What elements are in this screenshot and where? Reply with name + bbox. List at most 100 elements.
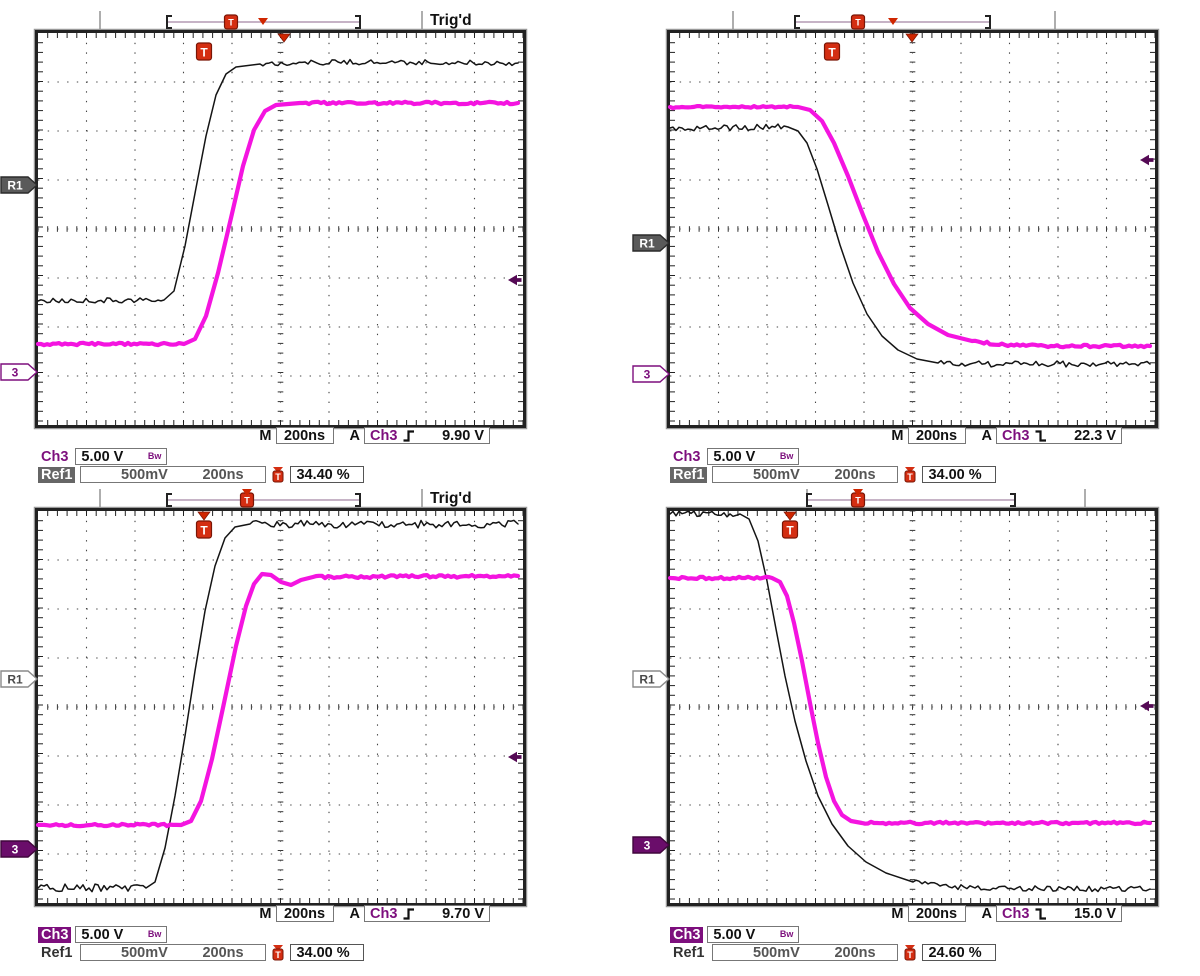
channel-scale-box: 5.00 V Bw: [75, 448, 168, 465]
svg-text:3: 3: [12, 842, 19, 856]
trigger-level: 9.90 V: [442, 427, 484, 444]
reference-timebase: 200ns: [202, 466, 244, 483]
svg-text:T: T: [228, 18, 234, 28]
svg-text:T: T: [276, 950, 282, 960]
trigger-source: Ch3: [1002, 905, 1030, 922]
timebase-value: 200ns: [275, 905, 334, 922]
channel-scale-row: Ch3 5.00 V Bw: [670, 448, 800, 465]
timebase-trigger-row: M 200ns A Ch3 9.90 V: [38, 427, 490, 444]
scope-display: Trig'd T T R1 3: [0, 489, 528, 908]
bandwidth-limit-icon: Bw: [147, 929, 162, 939]
svg-text:3: 3: [12, 365, 19, 379]
scope-graticule-and-traces: T T R1 3: [0, 489, 528, 908]
timebase-trigger-row: M 200ns A Ch3 22.3 V: [670, 427, 1122, 444]
timebase-trigger-row: M 200ns A Ch3 9.70 V: [38, 905, 490, 922]
svg-text:T: T: [908, 950, 914, 960]
trigger-slope-icon: [403, 908, 415, 920]
scope-display: T T R1 3: [632, 11, 1160, 430]
trigger-readout: Ch3 9.70 V: [364, 905, 490, 922]
svg-text:3: 3: [644, 838, 651, 852]
timebase-label: M: [259, 905, 272, 922]
reference-timebase: 200ns: [834, 944, 876, 961]
trigger-level: 22.3 V: [1074, 427, 1116, 444]
trigger-readout: Ch3 15.0 V: [996, 905, 1122, 922]
trigger-label: A: [349, 905, 360, 922]
reference-label: Ref1: [670, 466, 708, 483]
pretrigger-percent: 34.40 %: [290, 466, 365, 483]
reference-timebase: 200ns: [834, 466, 876, 483]
pretrigger-percent: 24.60 %: [922, 944, 997, 961]
svg-text:T: T: [908, 472, 914, 482]
trigger-source: Ch3: [370, 427, 398, 444]
channel-label: Ch3: [673, 448, 701, 465]
oscilloscope-panel-top-right: T T R1 3 M 200ns A Ch3 22.3 V Ch3 5.00 V Bw…: [630, 7, 1175, 485]
bandwidth-limit-icon: Bw: [779, 929, 794, 939]
bandwidth-limit-icon: Bw: [779, 451, 794, 461]
channel-scale-box: 5.00 V Bw: [707, 926, 800, 943]
trigger-position-icon: T: [904, 467, 916, 483]
reference-scale-row: Ref1 500mV 200ns T 34.40 %: [38, 466, 365, 483]
oscilloscope-panel-top-left: Trig'd T T R1 3 M 200ns A Ch3 9.90 V Ch3 5.…: [0, 7, 543, 485]
reference-scale-box: 500mV 200ns: [712, 466, 899, 483]
reference-scale: 500mV: [753, 466, 800, 483]
svg-text:T: T: [828, 46, 836, 60]
trigger-position-icon: T: [272, 467, 284, 483]
channel-label: Ch3: [41, 448, 69, 465]
channel-label: Ch3: [670, 926, 704, 943]
channel-scale: 5.00 V: [81, 926, 124, 943]
reference-scale: 500mV: [121, 466, 168, 483]
reference-scale-row: Ref1 500mV 200ns T 34.00 %: [38, 944, 365, 961]
svg-text:R1: R1: [639, 236, 655, 250]
reference-scale-row: Ref1 500mV 200ns T 34.00 %: [670, 466, 997, 483]
svg-text:R1: R1: [7, 672, 23, 686]
reference-scale-row: Ref1 500mV 200ns T 24.60 %: [670, 944, 997, 961]
pretrigger-percent: 34.00 %: [922, 466, 997, 483]
svg-text:T: T: [200, 46, 208, 60]
timebase-trigger-row: M 200ns A Ch3 15.0 V: [670, 905, 1122, 922]
trigger-readout: Ch3 9.90 V: [364, 427, 490, 444]
timebase-value: 200ns: [907, 427, 966, 444]
reference-timebase: 200ns: [202, 944, 244, 961]
timebase-value: 200ns: [275, 427, 334, 444]
bandwidth-limit-icon: Bw: [147, 451, 162, 461]
trigger-slope-icon: [1035, 430, 1047, 442]
trigger-level: 15.0 V: [1074, 905, 1116, 922]
channel-scale-box: 5.00 V Bw: [75, 926, 168, 943]
scope-display: Trig'd T T R1 3: [0, 11, 528, 430]
trigger-level: 9.70 V: [442, 905, 484, 922]
reference-label: Ref1: [41, 944, 73, 961]
reference-scale-box: 500mV 200ns: [80, 944, 267, 961]
svg-text:3: 3: [644, 367, 651, 381]
channel-scale: 5.00 V: [713, 448, 756, 465]
channel-scale-row: Ch3 5.00 V Bw: [38, 448, 168, 465]
svg-text:T: T: [855, 496, 861, 506]
trigger-slope-icon: [403, 430, 415, 442]
trigger-label: A: [349, 427, 360, 444]
svg-text:T: T: [200, 524, 208, 538]
channel-scale-row: Ch3 5.00 V Bw: [670, 926, 800, 943]
reference-scale-box: 500mV 200ns: [712, 944, 899, 961]
trigger-slope-icon: [1035, 908, 1047, 920]
channel-scale-row: Ch3 5.00 V Bw: [38, 926, 168, 943]
trigger-label: A: [981, 427, 992, 444]
reference-label: Ref1: [673, 944, 705, 961]
reference-label: Ref1: [38, 466, 76, 483]
oscilloscope-panel-bottom-left: Trig'd T T R1 3 M 200ns A Ch3 9.70 V Ch3 5.…: [0, 485, 543, 963]
svg-text:R1: R1: [7, 178, 23, 192]
scope-graticule-and-traces: T T R1 3: [0, 11, 528, 430]
svg-text:R1: R1: [639, 672, 655, 686]
trigger-readout: Ch3 22.3 V: [996, 427, 1122, 444]
scope-graticule-and-traces: T T R1 3: [632, 11, 1160, 430]
channel-scale: 5.00 V: [81, 448, 124, 465]
trigger-label: A: [981, 905, 992, 922]
oscilloscope-panel-bottom-right: T T R1 3 M 200ns A Ch3 15.0 V Ch3 5.00 V Bw…: [630, 485, 1175, 963]
svg-text:T: T: [786, 524, 794, 538]
timebase-value: 200ns: [907, 905, 966, 922]
reference-scale: 500mV: [753, 944, 800, 961]
channel-label: Ch3: [38, 926, 72, 943]
trigger-source: Ch3: [370, 905, 398, 922]
svg-text:T: T: [276, 472, 282, 482]
trigger-position-icon: T: [272, 945, 284, 961]
trigd-status: Trig'd: [430, 490, 472, 507]
